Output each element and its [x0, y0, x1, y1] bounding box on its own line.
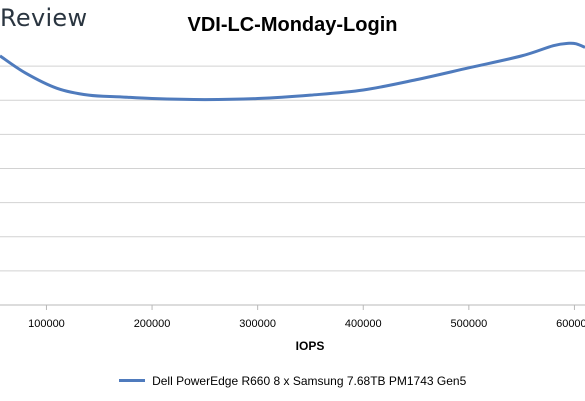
- chart-title: VDI-LC-Monday-Login: [187, 14, 398, 36]
- x-axis-tick-labels: 100000 200000 300000 400000 500000 600000: [28, 305, 585, 330]
- series-line: [0, 41, 585, 102]
- x-tick-label: 200000: [134, 318, 171, 330]
- x-tick-label: 100000: [28, 318, 65, 330]
- x-tick-label: 300000: [239, 318, 276, 330]
- brand-logo-text: Review: [0, 4, 88, 32]
- x-tick-label: 500000: [450, 318, 487, 330]
- legend: Dell PowerEdge R660 8 x Samsung 7.68TB P…: [0, 373, 585, 388]
- x-tick-label: 600000: [556, 318, 585, 330]
- legend-series-label: Dell PowerEdge R660 8 x Samsung 7.68TB P…: [152, 373, 467, 388]
- grid-lines: [0, 65, 585, 306]
- x-axis-label: IOPS: [296, 339, 325, 353]
- legend-swatch: [118, 379, 145, 383]
- x-tick-label: 400000: [345, 318, 382, 330]
- series-lines: [0, 41, 585, 102]
